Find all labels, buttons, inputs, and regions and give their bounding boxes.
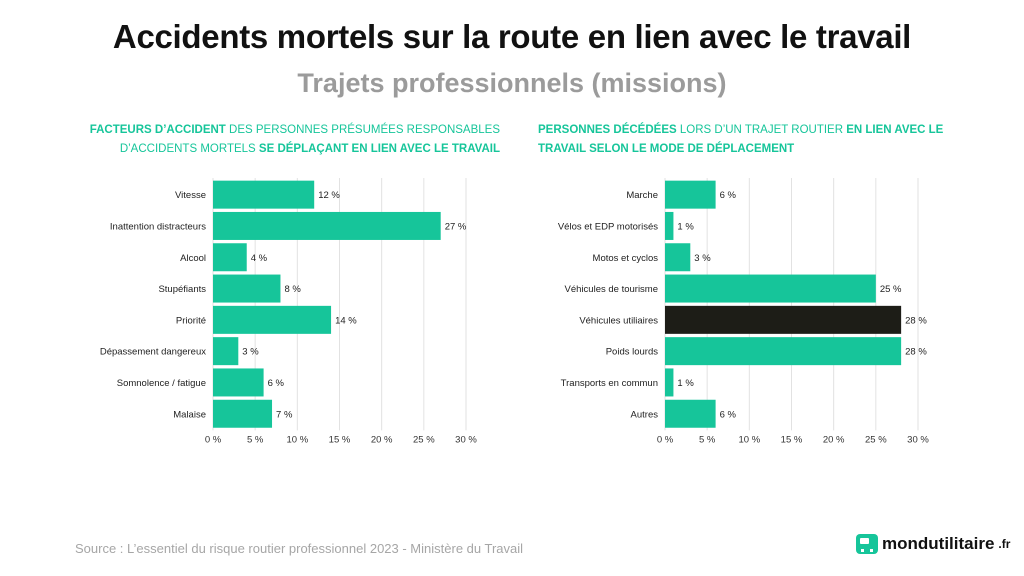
right-heading-part-1: Personnes décédées (538, 124, 677, 136)
left-chart-value-label: 6 % (268, 378, 285, 389)
page-subtitle: Trajets professionnels (missions) (297, 68, 727, 98)
left-chart-value-label: 3 % (242, 347, 259, 358)
left-chart-bar (213, 274, 281, 303)
right-heading-part-3: en lien avec le travail selon le mode de… (538, 124, 944, 155)
right-chart-value-label: 1 % (677, 221, 694, 232)
brand-logo: mondutilitaire .fr (856, 531, 1010, 557)
left-chart-category-label: Inattention distracteurs (110, 221, 206, 232)
right-chart-category-label: Poids lourds (606, 347, 659, 358)
left-chart-bar (213, 180, 315, 209)
left-chart-category-label: Vitesse (175, 190, 206, 201)
right-chart-bar (665, 243, 691, 272)
right-chart-bar (665, 180, 716, 209)
right-chart-category-label: Véhicules utiliaires (579, 315, 658, 326)
left-chart-x-tick-label: 20 % (371, 434, 393, 445)
left-chart-bar (213, 305, 332, 334)
left-heading-part-2: des personnes présumées responsables d’a… (119, 124, 500, 155)
right-chart-category-label: Transports en commun (561, 378, 658, 389)
right-chart-bar (665, 368, 674, 397)
right-chart-value-label: 28 % (905, 347, 927, 358)
left-chart-category-label: Stupéfiants (158, 284, 206, 295)
right-chart-category-label: Marche (626, 190, 658, 201)
right-chart-value-label: 3 % (694, 253, 711, 264)
logo-name: mondutilitaire (882, 534, 995, 553)
left-chart-category-label: Alcool (180, 253, 206, 264)
right-chart-value-label: 1 % (677, 378, 694, 389)
left-chart-x-tick-label: 5 % (247, 434, 264, 445)
right-chart-heading: Personnes décédées lors d’un trajet rout… (538, 121, 978, 159)
right-chart-category-label: Motos et cyclos (593, 253, 659, 264)
left-chart-value-label: 27 % (445, 221, 467, 232)
right-chart-x-tick-label: 5 % (699, 434, 716, 445)
source-note: Source : L’essentiel du risque routier p… (75, 541, 524, 556)
right-chart-bar (665, 274, 876, 303)
accident-factors-bar-chart: 0 % 5 % 10 % 15 % 20 % 25 % 30 % Vitesse 12 % Ina… (100, 178, 477, 445)
right-chart-value-label: 6 % (720, 190, 737, 201)
page-title: Accidents mortels sur la route en lien a… (112, 18, 912, 55)
right-chart-value-label: 25 % (880, 284, 902, 295)
right-chart-category-label: Vélos et EDP motorisés (558, 221, 658, 232)
right-chart-x-tick-label: 10 % (739, 434, 761, 445)
left-chart-value-label: 12 % (318, 190, 340, 201)
left-chart-value-label: 8 % (284, 284, 301, 295)
left-chart-x-tick-label: 25 % (413, 434, 435, 445)
van-icon (856, 534, 878, 554)
left-chart-value-label: 4 % (251, 253, 268, 264)
right-chart-bar (665, 399, 716, 428)
left-chart-bar (213, 243, 247, 272)
right-chart-x-tick-label: 0 % (657, 434, 674, 445)
left-chart-x-tick-label: 10 % (287, 434, 309, 445)
left-chart-x-tick-label: 30 % (455, 434, 477, 445)
left-chart-value-label: 7 % (276, 409, 293, 420)
right-heading-part-2: lors d’un trajet routier (676, 124, 847, 136)
right-chart-bar (665, 305, 902, 334)
deaths-by-mode-bar-chart: 0 % 5 % 10 % 15 % 20 % 25 % 30 % Marche 6 % Vélos… (558, 178, 929, 445)
left-chart-bar (213, 211, 441, 240)
right-chart-value-label: 6 % (720, 409, 737, 420)
right-chart-category-label: Véhicules de tourisme (565, 284, 658, 295)
left-chart-bar (213, 337, 239, 366)
left-chart-bar (213, 368, 264, 397)
right-chart-x-tick-label: 20 % (823, 434, 845, 445)
left-heading-part-1: Facteurs d’accident (89, 124, 226, 136)
right-chart-x-tick-label: 15 % (781, 434, 803, 445)
left-chart-category-label: Priorité (176, 315, 206, 326)
left-chart-x-tick-label: 0 % (205, 434, 222, 445)
left-chart-heading: Facteurs d’accident des personnes présum… (60, 121, 500, 159)
left-heading-part-3: se déplaçant en lien avec le travail (258, 143, 500, 155)
right-chart-x-tick-label: 25 % (865, 434, 887, 445)
left-chart-bar (213, 399, 273, 428)
left-chart-category-label: Somnolence / fatigue (117, 378, 206, 389)
left-chart-category-label: Malaise (173, 409, 206, 420)
right-chart-category-label: Autres (631, 409, 659, 420)
right-chart-bar (665, 337, 902, 366)
logo-tld: .fr (998, 537, 1011, 551)
left-chart-x-tick-label: 15 % (329, 434, 351, 445)
left-chart-value-label: 14 % (335, 315, 357, 326)
right-chart-bar (665, 211, 674, 240)
right-chart-x-tick-label: 30 % (907, 434, 929, 445)
right-chart-value-label: 28 % (905, 315, 927, 326)
left-chart-category-label: Dépassement dangereux (100, 347, 206, 358)
